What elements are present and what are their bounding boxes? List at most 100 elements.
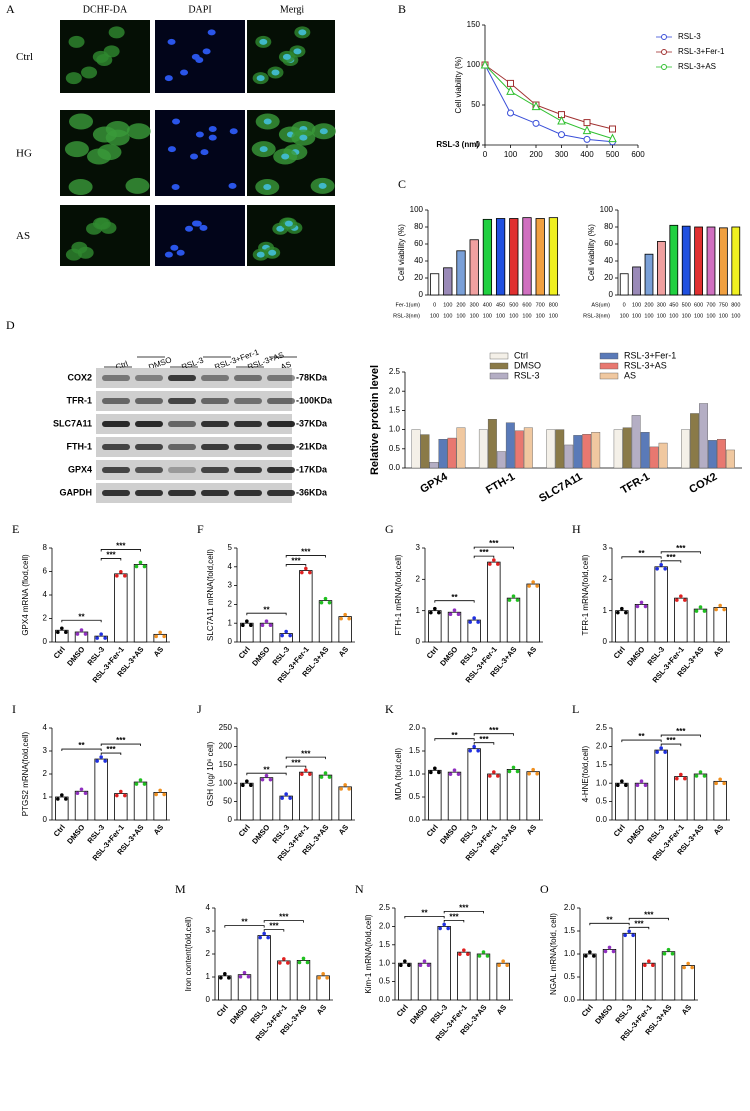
significance-label: ** [451,593,458,602]
significance-bracket [660,560,682,563]
y-axis-label: GPX4 mRNA (flod,cell) [21,554,30,636]
cell [68,178,93,195]
data-point [446,926,450,931]
nucleus [172,118,181,125]
nucleus [167,146,176,153]
data-point [426,963,431,967]
x-tick-label: Ctrl [580,1003,595,1019]
data-point [488,774,492,778]
data-point [492,558,496,562]
bar [94,758,108,821]
data-point [249,783,253,787]
data-point [219,976,223,980]
data-point [458,952,462,956]
marker [583,119,591,127]
y-axis-label: Kim-1 mRNA(fold,cell) [364,914,373,993]
x-tick-label: Ctrl [612,823,627,839]
y-tick-label: 20 [414,273,423,282]
data-point [284,792,288,796]
legend-label: RSL-3 [514,370,540,380]
data-point [535,771,539,776]
legend-swatch [599,362,619,370]
data-point [321,972,325,976]
data-point [83,632,88,636]
y-tick-label: 2.0 [389,386,401,395]
legend-label: RSL-3+Fer-1 [624,350,676,360]
y-tick-label: 80 [414,222,423,231]
nucleus [263,183,272,190]
nucleus [167,38,176,45]
data-point [527,771,531,776]
panel-label: D [6,318,15,332]
y-tick-label: 1.0 [409,769,421,778]
data-point [154,792,158,797]
bar [535,218,545,296]
significance-bracket [224,925,265,928]
bar [94,635,108,643]
x-tick-label: 600 [631,150,645,159]
bar [218,975,232,1001]
x-tick-label: TFR-1 [619,471,652,497]
bar [649,446,659,469]
nucleus [298,29,307,36]
data-point [138,560,143,565]
y-tick-label: 60 [604,239,613,248]
x-tick-label: COX2 [687,471,719,496]
data-point [418,963,423,967]
y-tick-label: 0 [43,637,48,646]
y-tick-label: 2.0 [596,742,608,751]
data-point [266,935,270,940]
y-tick-label: 100 [410,205,424,214]
nucleus [281,153,290,160]
data-point [158,788,162,793]
significance-label: *** [489,539,499,548]
legend-swatch [489,372,509,380]
bar [514,430,524,469]
x-tick-label: AS [495,1003,509,1017]
data-point [325,976,329,980]
significance-label: ** [606,915,613,924]
significance-bracket [434,600,475,603]
band-size: -78KDa [296,372,328,382]
row-label: AS(um) [591,302,610,308]
nucleus [319,128,328,135]
data-point [592,954,596,958]
significance-bracket [61,748,102,752]
data-point [79,628,84,632]
marker [558,131,565,139]
significance-bracket [660,551,701,554]
y-axis-label: Relative protein level [369,365,381,475]
y-tick-label: 0.5 [389,444,401,453]
marker [507,109,514,117]
y-tick-label: 1.5 [409,746,421,755]
y-tick-label: 150 [219,760,233,769]
bar [591,432,601,469]
data-point [300,772,304,776]
cell [81,66,98,79]
data-point [448,612,453,617]
band-size: -100KDa [296,395,333,405]
x-tick-label: GPX4 [418,470,450,496]
data-point [323,596,328,601]
data-point [651,963,655,967]
y-tick-label: 3 [228,581,233,590]
y-tick-label: 1 [228,618,233,627]
legend-label: RSL-3 [678,32,701,41]
bar [622,932,636,1001]
bar [296,960,311,1001]
data-point [462,948,466,952]
y-tick-label: 0 [476,140,481,149]
bar [437,926,451,1001]
nucleus [259,146,268,153]
data-point [659,563,663,567]
row-label: HG [16,148,32,160]
x-tick-label: 700 [706,302,715,308]
bar [338,616,352,643]
data-point [142,564,147,569]
bar [398,962,412,1001]
data-point [60,793,64,797]
data-point [588,950,592,954]
data-point [347,616,351,621]
data-point [288,796,292,800]
y-tick-label: 2 [206,949,211,958]
